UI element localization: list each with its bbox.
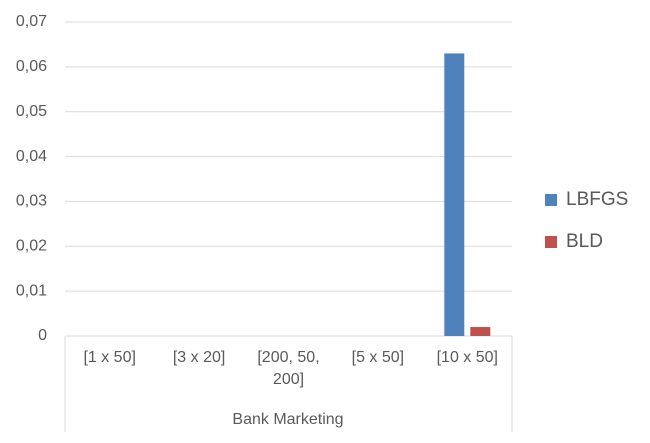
x-tick-label: [5 x 50] (351, 349, 405, 366)
y-tick-label: 0,01 (16, 282, 47, 299)
group-label: Bank Marketing (232, 411, 343, 428)
y-tick-label: 0,06 (16, 58, 47, 75)
x-tick-label: [10 x 50] (436, 349, 498, 366)
bar (470, 327, 491, 336)
y-tick-label: 0,03 (16, 193, 47, 210)
legend-label: BLD (566, 231, 603, 252)
bar (444, 53, 465, 337)
y-tick-label: 0,02 (16, 238, 47, 255)
y-tick-label: 0,04 (16, 148, 47, 165)
y-tick-label: 0,07 (16, 13, 47, 30)
legend-swatch (545, 236, 557, 248)
legend-label: LBFGS (566, 189, 628, 210)
y-tick-label: 0 (38, 327, 47, 344)
x-tick-label: [3 x 20] (172, 349, 226, 366)
x-tick-label: [1 x 50] (83, 349, 136, 366)
legend-swatch (545, 194, 557, 206)
x-tick-label: [200, 50, 200] (257, 349, 320, 388)
y-tick-label: 0,05 (16, 103, 47, 120)
